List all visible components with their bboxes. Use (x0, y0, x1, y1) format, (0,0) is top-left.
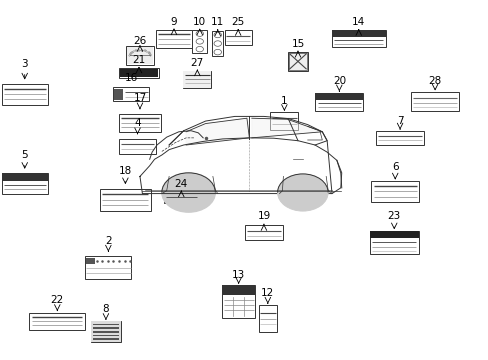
Bar (244, 225, 283, 240)
Bar (315, 93, 363, 100)
Bar (93, 324, 119, 325)
Bar (1, 84, 48, 105)
Bar (119, 113, 160, 132)
Bar (183, 71, 211, 88)
Text: 3: 3 (21, 59, 28, 69)
Polygon shape (186, 118, 249, 145)
Text: 15: 15 (291, 39, 304, 49)
Text: 11: 11 (211, 17, 224, 27)
Text: 25: 25 (231, 17, 244, 27)
Bar (375, 131, 424, 145)
Bar (93, 331, 119, 333)
Bar (270, 112, 298, 130)
Bar (114, 89, 123, 100)
Bar (119, 139, 156, 154)
Bar (113, 87, 149, 101)
Bar (287, 52, 307, 71)
Text: 24: 24 (174, 179, 187, 189)
Bar (120, 69, 158, 77)
Text: 21: 21 (132, 55, 145, 65)
Bar (331, 30, 385, 48)
Bar (91, 321, 120, 342)
Circle shape (277, 174, 327, 211)
Text: 17: 17 (133, 93, 146, 103)
Text: 6: 6 (391, 162, 398, 172)
Polygon shape (251, 118, 322, 138)
Bar (93, 338, 119, 340)
Bar (224, 30, 251, 45)
Text: 9: 9 (170, 17, 177, 27)
Bar (331, 30, 385, 37)
Bar (163, 192, 199, 203)
Bar (369, 231, 418, 254)
Text: 28: 28 (427, 76, 441, 86)
Text: 2: 2 (105, 236, 111, 246)
Bar (93, 335, 119, 336)
Text: 22: 22 (51, 295, 64, 305)
Bar (29, 312, 85, 330)
Circle shape (162, 173, 215, 212)
Bar (125, 46, 154, 65)
Text: 19: 19 (257, 211, 270, 221)
Bar (410, 92, 458, 111)
Text: 26: 26 (133, 36, 146, 46)
Text: 20: 20 (332, 76, 345, 86)
Text: 23: 23 (387, 211, 400, 221)
Bar (1, 173, 48, 194)
Bar (369, 231, 418, 238)
Bar (183, 71, 211, 88)
Text: 7: 7 (396, 116, 403, 126)
Bar (1, 173, 48, 181)
Text: 13: 13 (232, 270, 245, 280)
Bar (258, 305, 277, 332)
Text: 5: 5 (21, 150, 28, 160)
Bar (119, 68, 159, 78)
Bar (127, 47, 152, 64)
Text: 4: 4 (134, 118, 141, 128)
Bar (91, 321, 120, 342)
Bar (93, 327, 119, 329)
Bar (222, 285, 255, 295)
Bar (288, 53, 306, 70)
Text: 12: 12 (261, 288, 274, 297)
Bar (192, 30, 206, 53)
Text: 1: 1 (281, 96, 287, 107)
Bar (371, 181, 418, 202)
Bar (100, 189, 151, 211)
Text: 10: 10 (193, 17, 206, 27)
Bar (288, 53, 306, 70)
Bar (156, 30, 192, 48)
Text: 27: 27 (190, 58, 203, 68)
Text: 8: 8 (102, 303, 109, 314)
Text: 18: 18 (119, 166, 132, 176)
Bar (86, 258, 94, 264)
Text: 14: 14 (351, 17, 365, 27)
Bar (212, 31, 223, 57)
Text: 16: 16 (124, 73, 138, 83)
Bar (85, 256, 131, 279)
Bar (315, 93, 363, 111)
Bar (222, 285, 255, 318)
